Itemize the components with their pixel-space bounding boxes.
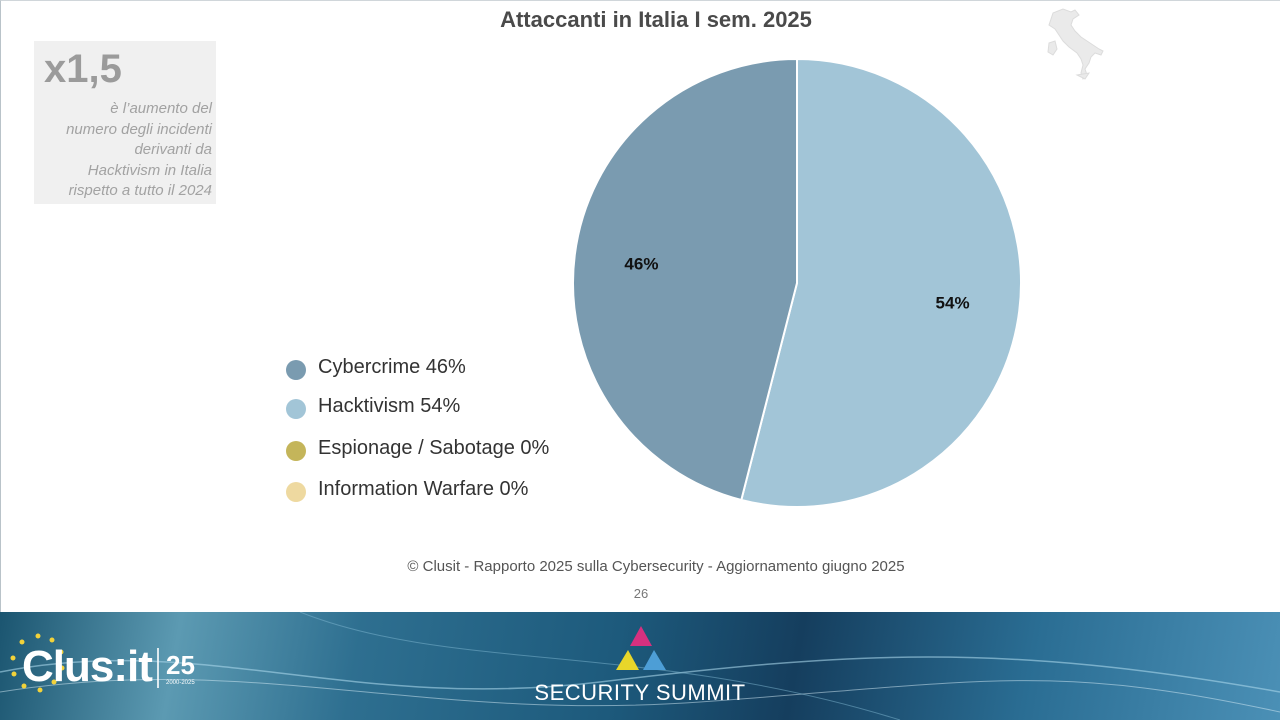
legend-swatch-icon [286, 482, 306, 502]
logo-divider [157, 648, 159, 688]
stat-line: Hacktivism in Italia [87, 161, 212, 179]
slide: Attaccanti in Italia I sem. 2025 x1,5 è … [0, 0, 1280, 612]
source-note: © Clusit - Rapporto 2025 sulla Cybersecu… [407, 558, 905, 575]
stat-description: è l’aumento del numero degli incidenti d… [34, 99, 212, 202]
stat-line: numero degli incidenti [66, 120, 212, 138]
pie-slice-cybercrime [572, 57, 798, 502]
clusit-logo: Clus:it [22, 642, 153, 691]
legend-swatch-icon [286, 399, 306, 419]
stat-line: rispetto a tutto il 2024 [68, 182, 212, 199]
pie-chart: 54% 46% [572, 57, 1022, 508]
legend-label: Information Warfare 0% [318, 478, 529, 500]
legend-label: Espionage / Sabotage 0% [318, 437, 550, 459]
stat-box: x1,5 è l’aumento del numero degli incide… [34, 41, 216, 204]
legend-label: Hacktivism 54% [318, 395, 461, 417]
footer-waves [0, 612, 1280, 720]
security-summit-logo-icon [616, 626, 666, 670]
legend-label: Cybercrime 46% [318, 356, 466, 378]
legend-swatch-icon [286, 360, 306, 380]
security-summit-label: SECURITY SUMMIT [534, 680, 746, 705]
eu-stars-icon [10, 633, 65, 693]
footer-banner: Clus:it 25 2000-2025 SECURITY SUMMIT [0, 612, 1280, 720]
chart-title: Attaccanti in Italia I sem. 2025 [500, 7, 812, 32]
pie-label-cybercrime: 46% [624, 254, 658, 273]
pie-slice-hacktivism [740, 57, 1022, 508]
clusit-years: 2000-2025 [166, 680, 195, 686]
page-number: 26 [633, 586, 649, 601]
italy-map-icon [1047, 8, 1104, 80]
stat-line: derivanti da [134, 141, 212, 158]
legend-swatch-icon [286, 441, 306, 461]
clusit-25-badge: 25 [166, 650, 195, 680]
pie-label-hacktivism: 54% [936, 294, 970, 313]
stat-line: è l’aumento del [110, 100, 212, 117]
stat-multiplier: x1,5 [44, 47, 122, 91]
